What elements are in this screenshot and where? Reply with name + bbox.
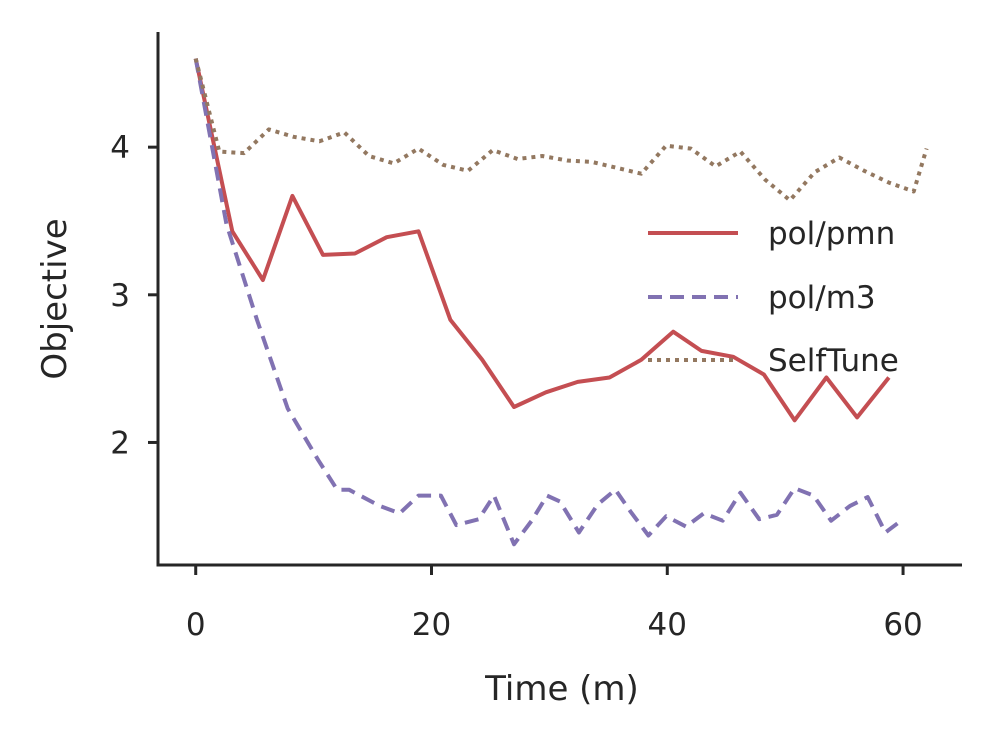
x-axis-ticks: 0 20 40 60 (186, 565, 923, 643)
legend-label: pol/pmn (768, 216, 895, 252)
y-tick-label: 4 (110, 130, 130, 166)
legend: pol/pmn pol/m3 SelfTune (648, 216, 899, 379)
y-tick-label: 2 (110, 425, 130, 461)
series-line-pol-m3 (193, 58, 905, 547)
x-tick-label: 20 (412, 607, 451, 643)
x-tick-label: 40 (648, 607, 687, 643)
legend-label: pol/m3 (768, 280, 876, 316)
series-line-pol-pmn (193, 58, 891, 423)
series-layer (193, 58, 929, 547)
legend-label: SelfTune (768, 343, 899, 379)
x-tick-label: 0 (186, 607, 206, 643)
x-axis-label: Time (m) (484, 669, 639, 709)
y-tick-label: 3 (110, 278, 130, 314)
series-line-selftune (193, 58, 929, 203)
y-axis-label: Objective (35, 218, 75, 379)
y-axis-ticks: 2 3 4 (110, 130, 158, 461)
x-tick-label: 60 (883, 607, 922, 643)
